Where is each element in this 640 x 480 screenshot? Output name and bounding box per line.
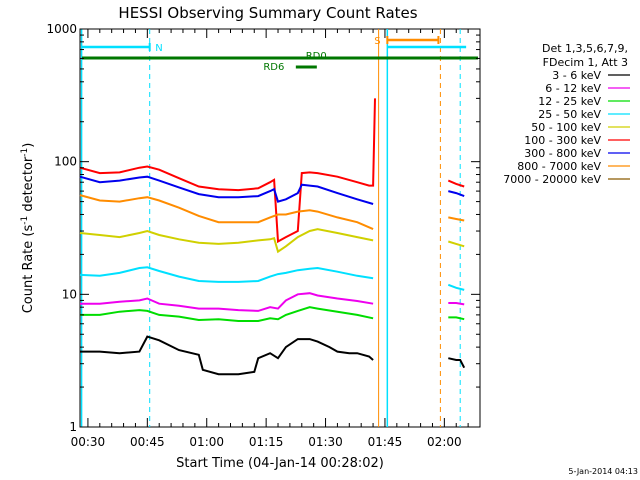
instrument-state-markers: N S RD0 RD6 [80, 29, 478, 427]
x-tick-label: 01:15 [249, 435, 284, 449]
series-layer [79, 98, 466, 376]
series-line-3 [79, 266, 465, 291]
y-tick-label: 1 [69, 420, 77, 434]
saa-label: S [374, 36, 380, 47]
legend-label: 12 - 25 keV [538, 95, 601, 108]
plot-frame [79, 28, 481, 428]
series-line-6 [79, 175, 465, 205]
legend-label: 25 - 50 keV [538, 108, 601, 121]
legend-label: 800 - 7000 keV [517, 160, 601, 173]
legend-label: 300 - 800 keV [524, 147, 601, 160]
rd0-label: RD0 [306, 51, 327, 62]
x-tick-label: 01:30 [308, 435, 343, 449]
legend-label: 3 - 6 keV [552, 69, 601, 82]
y-axis-label: Count Rate (s-1 detector-1) [20, 143, 36, 314]
y-tick-label: 100 [54, 155, 77, 169]
y-axis-label-main: Count Rate (s [21, 225, 36, 314]
rd6-label: RD6 [263, 62, 284, 73]
series-line-0 [80, 335, 466, 376]
series-line-1 [80, 292, 465, 312]
series-line-7 [79, 194, 465, 231]
legend-label: 7000 - 20000 keV [503, 173, 601, 186]
y-axis-label-sup2: -1 [20, 148, 30, 157]
series-line-4 [79, 228, 465, 254]
legend-label: 6 - 12 keV [545, 82, 601, 95]
legend-label: 50 - 100 keV [531, 121, 601, 134]
x-tick-label: 01:45 [368, 435, 403, 449]
x-axis-label: Start Time (04-Jan-14 00:28:02) [176, 456, 384, 471]
legend: Det 1,3,5,6,7,9, FDecim 1, Att 3 3 - 6 k… [503, 42, 630, 186]
series-line-5 [79, 98, 465, 244]
y-axis-label-end: ) [21, 143, 36, 148]
x-tick-label: 02:00 [427, 435, 462, 449]
legend-header-1: Det 1,3,5,6,7,9, [542, 42, 628, 55]
y-axis-label-sup1: -1 [20, 216, 30, 225]
x-axis: 00:30 00:45 01:00 01:15 01:30 01:45 02:00 [71, 29, 481, 449]
y-axis-label-mid: detector [21, 156, 36, 216]
series-line-2 [80, 306, 465, 322]
night-label: N [155, 43, 162, 54]
x-tick-label: 01:00 [189, 435, 224, 449]
y-tick-label: 10 [62, 287, 77, 301]
timestamp: 5-Jan-2014 04:13 [568, 467, 638, 476]
legend-header-2: FDecim 1, Att 3 [543, 56, 628, 69]
chart-title: HESSI Observing Summary Count Rates [118, 4, 417, 22]
y-axis: 1 10 100 1000 [46, 22, 480, 434]
x-tick-label: 00:45 [130, 435, 165, 449]
x-tick-label: 00:30 [71, 435, 106, 449]
y-tick-label: 1000 [46, 22, 77, 36]
legend-label: 100 - 300 keV [524, 134, 601, 147]
